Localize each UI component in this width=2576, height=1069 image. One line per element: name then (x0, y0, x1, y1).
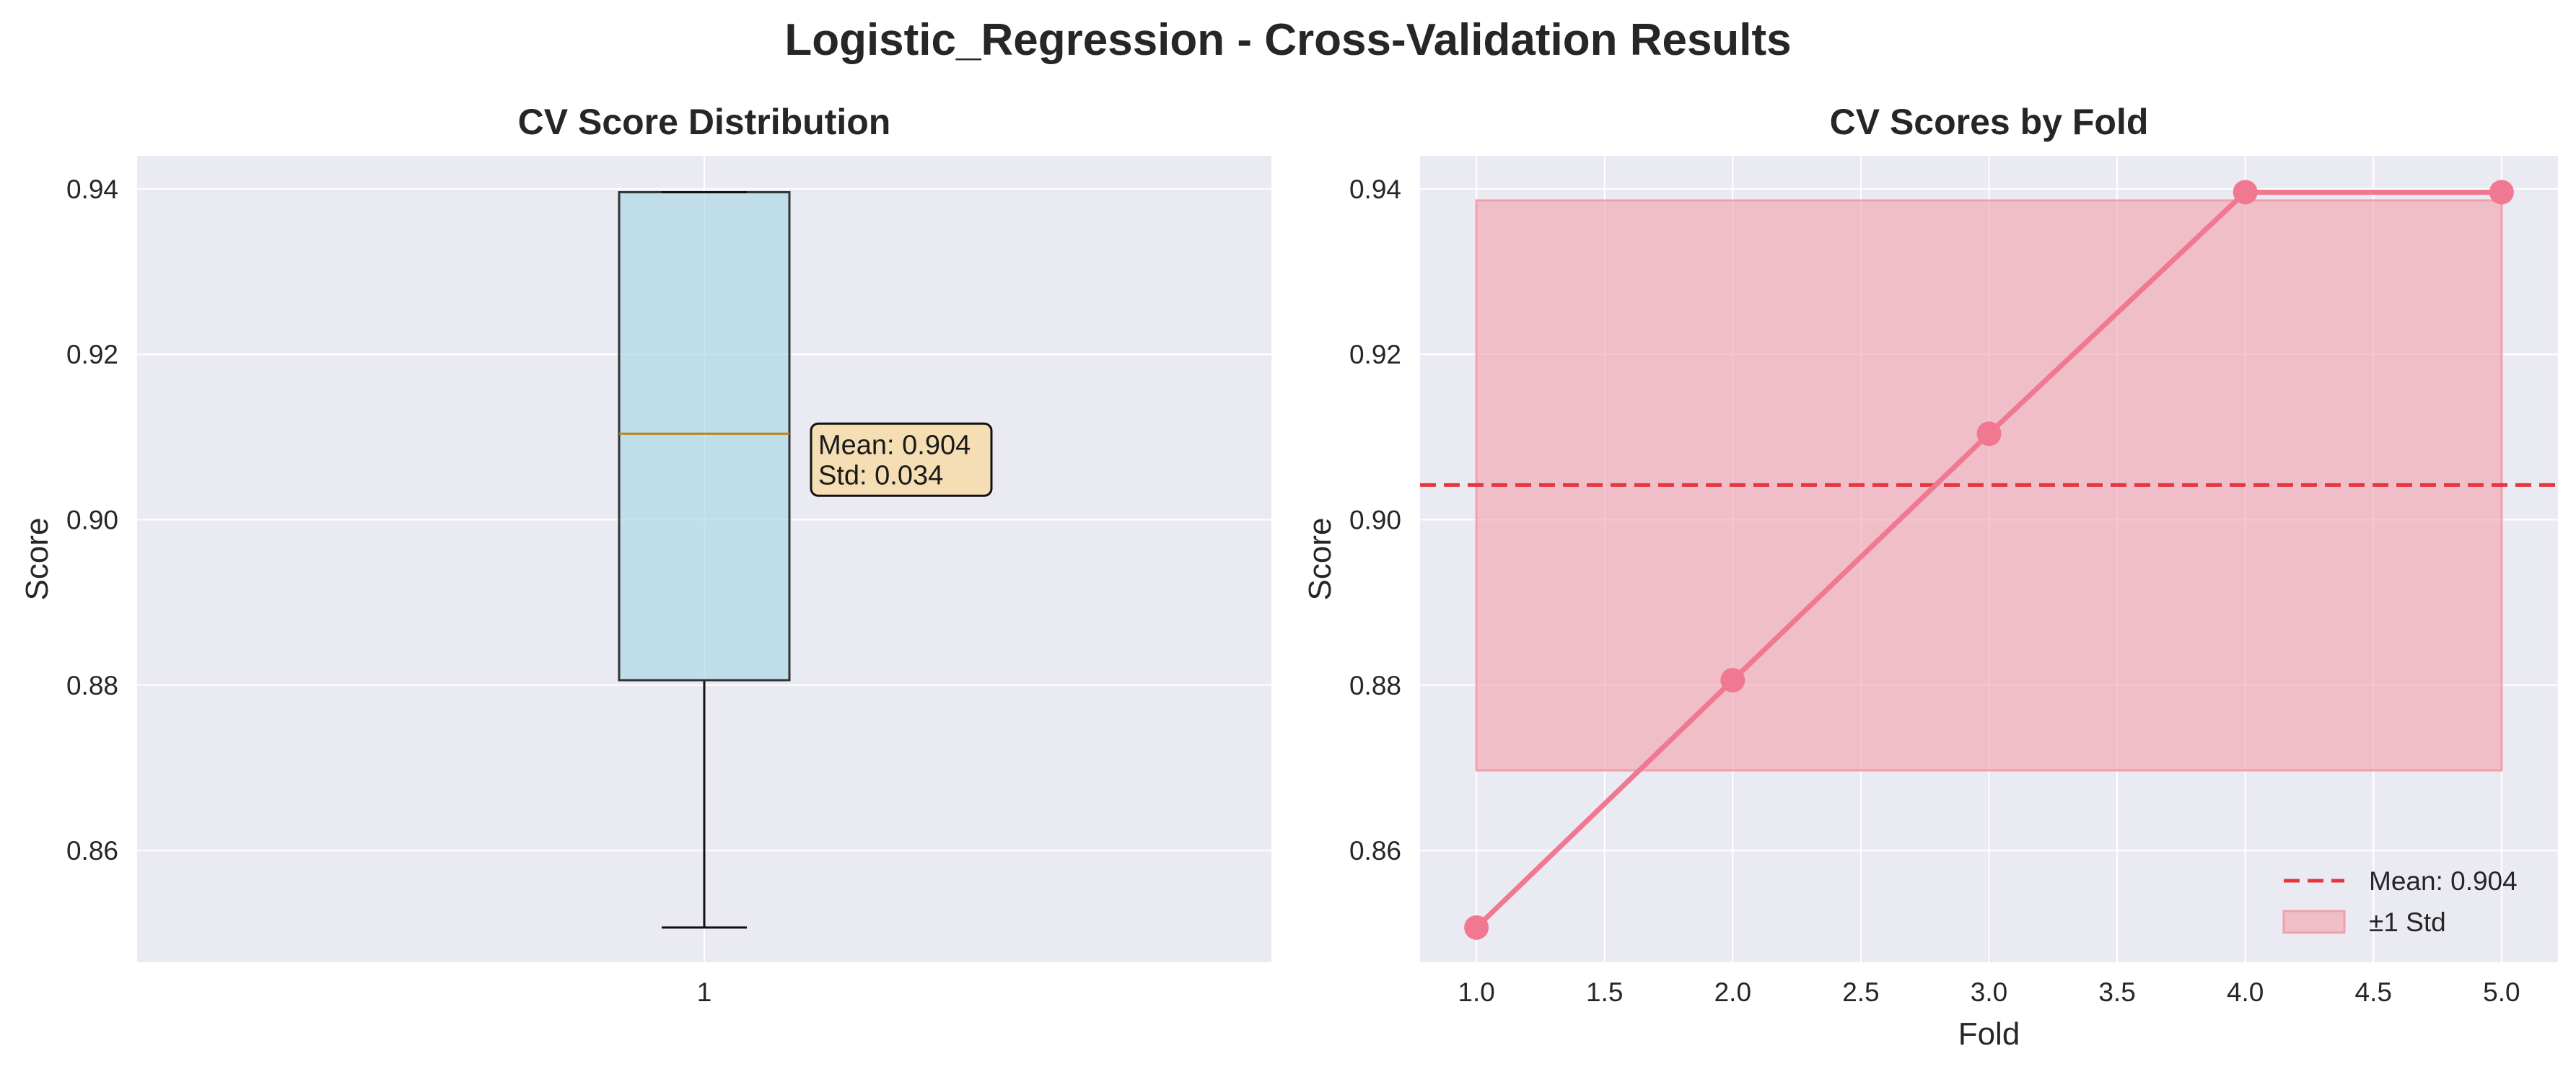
x-tick-label: 2.0 (1714, 977, 1751, 1007)
fold-score-point (1976, 421, 2002, 446)
x-tick-label: 1 (697, 977, 712, 1007)
std-band (1475, 199, 2503, 772)
figure-title: Logistic_Regression - Cross-Validation R… (784, 15, 1791, 65)
panel-title: CV Score Distribution (518, 102, 891, 142)
legend-std-swatch (2282, 910, 2346, 934)
y-axis-label: Score (1302, 518, 1338, 601)
legend-mean-label: Mean: 0.904 (2369, 866, 2518, 896)
fold-score-point (2233, 180, 2258, 205)
y-tick-label: 0.92 (1349, 340, 1401, 369)
fold-score-point (1720, 667, 1745, 692)
legend-std-label: ±1 Std (2369, 907, 2446, 937)
stats-annotation-box (810, 422, 993, 497)
stats-annotation-text: Std: 0.034 (818, 460, 943, 490)
x-tick-label: 5.0 (2483, 977, 2520, 1007)
box-plot-panel: 0.86 0.88 0.90 0.92 0.94 CV Score Distributio… (19, 102, 1271, 1007)
x-tick-label: 4.0 (2227, 977, 2264, 1007)
y-tick-label: 0.90 (66, 506, 118, 535)
y-tick-label: 0.86 (1349, 836, 1401, 866)
y-tick-label: 0.90 (1349, 506, 1401, 535)
x-tick-label: 3.0 (1971, 977, 2007, 1007)
x-tick-label: 4.5 (2355, 977, 2392, 1007)
fold-score-point (2489, 180, 2514, 205)
x-tick-label: 2.5 (1842, 977, 1879, 1007)
x-tick-label: 3.5 (2098, 977, 2135, 1007)
iqr-box (618, 190, 791, 682)
y-tick-label: 0.94 (1349, 175, 1401, 204)
y-tick-label: 0.86 (66, 836, 118, 866)
fold-score-point (1464, 915, 1489, 940)
panel-title: CV Scores by Fold (1830, 102, 2149, 142)
x-axis-label: Fold (1958, 1016, 2020, 1052)
y-axis-label: Score (19, 518, 55, 601)
y-tick-label: 0.88 (66, 671, 118, 700)
y-tick-label: 0.94 (66, 175, 118, 204)
y-tick-label: 0.92 (66, 340, 118, 369)
x-tick-label: 1.0 (1458, 977, 1494, 1007)
fold-line-plot-panel: 0.86 0.88 0.90 0.92 0.94 CV Scores by Fold Sco… (1302, 102, 2558, 1052)
stats-annotation-text: Mean: 0.904 (818, 430, 971, 460)
y-tick-label: 0.88 (1349, 671, 1401, 700)
x-tick-label: 1.5 (1586, 977, 1623, 1007)
